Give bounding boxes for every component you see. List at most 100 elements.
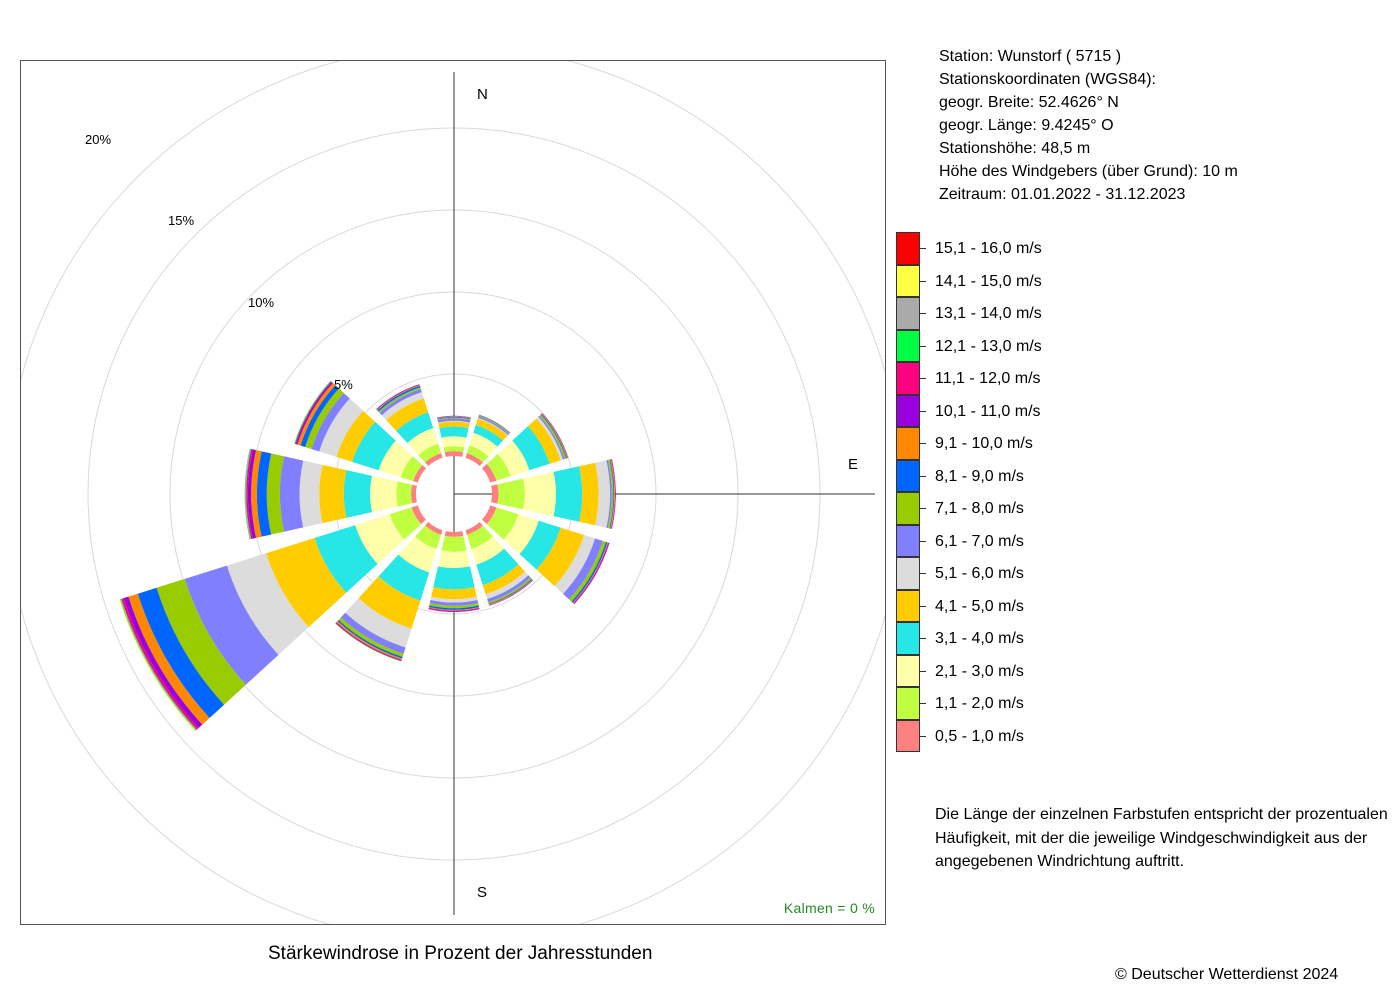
sector-270-class-0 — [411, 484, 417, 504]
sector-60-class-2 — [497, 440, 530, 477]
sector-90-class-7 — [607, 459, 614, 529]
sector-150-class-3 — [476, 548, 519, 585]
station-latitude: geogr. Breite: 52.4626° N — [939, 94, 1119, 111]
legend-label: 0,5 - 1,0 m/s — [935, 727, 1024, 745]
legend-item: 13,1 - 14,0 m/s — [896, 297, 1156, 330]
legend-tick — [920, 248, 926, 249]
sector-330-class-4 — [386, 398, 429, 431]
legend-tick — [920, 410, 926, 412]
legend-tick — [920, 638, 926, 639]
legend-tick — [920, 313, 926, 314]
legend-label: 9,1 - 10,0 m/s — [935, 435, 1033, 452]
sector-180-class-6 — [429, 599, 479, 606]
sector-60-class-7 — [539, 414, 567, 460]
legend-swatch — [896, 394, 920, 427]
sector-180-class-8 — [428, 605, 480, 610]
legend-tick — [920, 735, 926, 737]
sector-30-class-5 — [477, 417, 508, 436]
sector-210-class-6 — [340, 612, 406, 654]
sector-120-class-8 — [571, 541, 608, 603]
sector-270-class-7 — [266, 453, 285, 535]
legend-tick — [920, 508, 926, 509]
sector-60-class-3 — [512, 426, 550, 471]
sector-330-class-6 — [379, 388, 422, 416]
sector-0-class-10 — [437, 415, 471, 418]
sector-300-class-2 — [378, 440, 413, 478]
legend-label: 13,1 - 14,0 m/s — [935, 305, 1042, 322]
sector-0-class-8 — [437, 416, 471, 420]
sector-30-class-6 — [478, 416, 510, 436]
south-label: S — [477, 884, 488, 901]
sector-210-class-4 — [358, 576, 421, 629]
sector-120-class-4 — [536, 527, 585, 587]
copyright: © Deutscher Wetterdienst 2024 — [1115, 966, 1339, 983]
sector-270-class-8 — [256, 451, 272, 537]
sector-150-class-2 — [471, 536, 505, 565]
legend-item: 11,1 - 12,0 m/s — [896, 362, 1156, 395]
sector-300-class-9 — [297, 383, 336, 446]
sector-0-class-6 — [437, 418, 471, 423]
sector-150-class-1 — [466, 525, 493, 550]
sector-180-class-10 — [428, 607, 480, 612]
sector-150-class-7 — [488, 577, 532, 604]
legend-tick — [920, 280, 926, 282]
sector-90-class-0 — [491, 484, 499, 504]
sector-0-class-0 — [444, 451, 464, 457]
east-label: E — [848, 456, 859, 473]
sector-180-class-0 — [444, 531, 464, 537]
legend-label: 7,1 - 8,0 m/s — [935, 500, 1024, 517]
legend-label: 11,1 - 12,0 m/s — [935, 370, 1041, 387]
legend-item: 7,1 - 8,0 m/s — [896, 492, 1156, 525]
sector-120-class-5 — [554, 535, 596, 594]
legend-item: 1,1 - 2,0 m/s — [896, 687, 1156, 720]
sector-300-class-5 — [319, 398, 364, 457]
sector-90-class-8 — [609, 459, 615, 529]
sector-210-class-3 — [378, 554, 430, 601]
legend-swatch — [896, 459, 920, 492]
legend-tick — [920, 605, 926, 607]
sector-210-class-0 — [425, 522, 443, 535]
sector-150-class-6 — [487, 575, 531, 603]
sector-330-class-7 — [378, 387, 421, 413]
sector-120-class-0 — [482, 505, 497, 525]
legend-swatch — [896, 264, 920, 297]
sector-240-class-3 — [314, 525, 378, 593]
sector-270-class-6 — [279, 456, 304, 532]
ring-label-15: 15% — [168, 213, 195, 228]
sector-120-class-2 — [503, 514, 539, 555]
sector-300-class-1 — [400, 456, 423, 482]
legend-item: 8,1 - 9,0 m/s — [896, 459, 1156, 493]
chart-title: Stärkewindrose in Prozent der Jahresstun… — [268, 943, 653, 964]
legend-label: 8,1 - 9,0 m/s — [935, 467, 1024, 485]
sector-90-class-10 — [611, 459, 616, 529]
station-name: Station: Wunstorf ( 5715 ) — [939, 48, 1122, 65]
sector-240-class-0 — [411, 505, 426, 525]
sector-300-class-0 — [413, 465, 426, 483]
sector-270-class-4 — [319, 464, 347, 524]
legend-tick — [920, 345, 926, 347]
sector-180-class-2 — [437, 550, 471, 569]
calm-percentage: Kalmen = 0 % — [783, 900, 875, 916]
grid-circle-25 — [21, 61, 885, 924]
sector-300-class-4 — [336, 410, 376, 462]
sector-240-class-10 — [123, 596, 203, 728]
legend-swatch — [896, 589, 920, 622]
sector-90-class-9 — [610, 459, 615, 529]
sector-240-class-6 — [184, 565, 279, 685]
time-period: Zeitraum: 01.01.2022 - 31.12.2023 — [939, 186, 1186, 203]
legend-swatch — [896, 492, 920, 525]
legend-tick — [920, 670, 926, 672]
legend-item: 2,1 - 3,0 m/s — [896, 654, 1156, 688]
legend-tick — [920, 378, 926, 379]
legend-item: 4,1 - 5,0 m/s — [896, 589, 1156, 623]
sector-330-class-1 — [418, 443, 442, 463]
sector-0-class-7 — [437, 417, 471, 421]
legend-item: 10,1 - 11,0 m/s — [896, 394, 1156, 428]
legend-label: 1,1 - 2,0 m/s — [935, 695, 1024, 712]
sector-90-class-5 — [595, 460, 611, 528]
sector-60-class-5 — [536, 416, 563, 461]
legend-label: 4,1 - 5,0 m/s — [935, 597, 1024, 615]
ring-label-20: 20% — [85, 132, 112, 147]
sector-150-class-4 — [482, 564, 526, 595]
sector-0-class-2 — [441, 436, 467, 448]
